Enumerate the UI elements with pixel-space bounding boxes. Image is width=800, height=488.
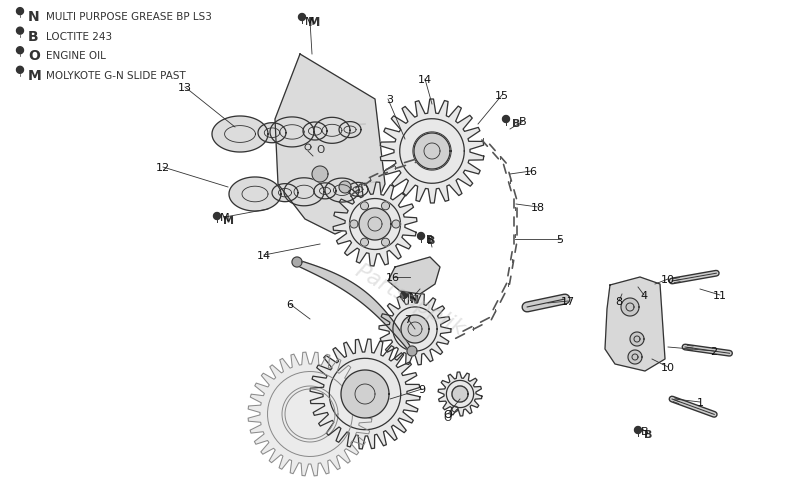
- Polygon shape: [229, 178, 281, 212]
- Text: 15: 15: [495, 91, 509, 101]
- Polygon shape: [17, 48, 23, 55]
- Polygon shape: [621, 298, 639, 316]
- Text: 5: 5: [557, 235, 563, 244]
- Text: 8: 8: [615, 296, 622, 306]
- Polygon shape: [303, 123, 327, 141]
- Text: 3: 3: [386, 95, 394, 105]
- Polygon shape: [379, 294, 451, 365]
- Text: B: B: [512, 119, 520, 129]
- Polygon shape: [407, 346, 417, 356]
- Polygon shape: [401, 315, 429, 343]
- Text: LOCTITE 243: LOCTITE 243: [46, 32, 112, 41]
- Text: 17: 17: [561, 296, 575, 306]
- Polygon shape: [382, 203, 390, 210]
- Polygon shape: [452, 386, 468, 402]
- Text: 12: 12: [156, 163, 170, 173]
- Polygon shape: [17, 67, 23, 74]
- Text: B: B: [641, 426, 649, 436]
- Text: 10: 10: [661, 274, 675, 285]
- Polygon shape: [628, 350, 642, 364]
- Polygon shape: [272, 184, 298, 202]
- Text: M: M: [223, 216, 234, 225]
- Text: Partsapplik: Partsapplik: [351, 260, 469, 339]
- Polygon shape: [310, 339, 420, 449]
- Polygon shape: [212, 117, 268, 153]
- Text: 13: 13: [178, 83, 192, 93]
- Polygon shape: [361, 239, 369, 246]
- Polygon shape: [270, 118, 314, 147]
- Text: M: M: [308, 16, 320, 28]
- Text: 1: 1: [697, 397, 703, 407]
- Polygon shape: [341, 370, 389, 418]
- Text: 6: 6: [286, 299, 294, 309]
- Polygon shape: [418, 233, 425, 240]
- Text: 2: 2: [710, 346, 718, 356]
- Text: 10: 10: [661, 362, 675, 372]
- Polygon shape: [17, 9, 23, 16]
- Polygon shape: [348, 183, 368, 197]
- Text: 4: 4: [641, 290, 647, 301]
- Text: ENGINE OIL: ENGINE OIL: [46, 51, 106, 61]
- Text: B: B: [427, 236, 435, 245]
- Text: O: O: [28, 49, 40, 63]
- Text: 9: 9: [418, 384, 426, 394]
- Polygon shape: [630, 332, 644, 346]
- Polygon shape: [312, 167, 328, 183]
- Text: N: N: [410, 294, 419, 305]
- Polygon shape: [295, 260, 415, 354]
- Polygon shape: [438, 372, 482, 416]
- Polygon shape: [284, 179, 324, 206]
- Text: B: B: [644, 429, 652, 439]
- Text: 11: 11: [713, 290, 727, 301]
- Polygon shape: [325, 179, 359, 203]
- Text: MOLYKOTE G-N SLIDE PAST: MOLYKOTE G-N SLIDE PAST: [46, 71, 186, 81]
- Polygon shape: [275, 55, 385, 235]
- Text: 14: 14: [257, 250, 271, 261]
- Polygon shape: [314, 118, 350, 144]
- Polygon shape: [382, 239, 390, 246]
- Polygon shape: [292, 258, 302, 267]
- Text: MULTI PURPOSE GREASE BP LS3: MULTI PURPOSE GREASE BP LS3: [46, 12, 212, 22]
- Text: B: B: [519, 117, 527, 127]
- Polygon shape: [380, 100, 484, 203]
- Polygon shape: [414, 134, 450, 170]
- Text: 7: 7: [405, 314, 411, 325]
- Text: M: M: [220, 213, 230, 223]
- Polygon shape: [359, 208, 391, 241]
- Polygon shape: [333, 183, 417, 266]
- Text: M: M: [305, 17, 315, 27]
- Polygon shape: [339, 182, 351, 194]
- Text: M: M: [28, 69, 42, 82]
- Text: 16: 16: [524, 167, 538, 177]
- Polygon shape: [17, 28, 23, 35]
- Text: B: B: [426, 235, 434, 244]
- Text: 16: 16: [386, 272, 400, 283]
- Polygon shape: [258, 123, 286, 143]
- Polygon shape: [388, 258, 440, 294]
- Text: B: B: [28, 30, 38, 43]
- Polygon shape: [282, 386, 338, 442]
- Polygon shape: [502, 116, 510, 123]
- Polygon shape: [634, 427, 642, 434]
- Text: O: O: [444, 412, 452, 422]
- Polygon shape: [314, 183, 336, 200]
- Polygon shape: [214, 213, 221, 220]
- Polygon shape: [298, 15, 306, 21]
- Text: O: O: [316, 145, 324, 155]
- Polygon shape: [401, 292, 407, 299]
- Text: 18: 18: [531, 203, 545, 213]
- Text: N: N: [28, 10, 40, 24]
- Text: 14: 14: [418, 75, 432, 85]
- Polygon shape: [248, 352, 372, 476]
- Polygon shape: [392, 221, 400, 228]
- Polygon shape: [350, 221, 358, 228]
- Polygon shape: [605, 278, 665, 371]
- Polygon shape: [361, 203, 369, 210]
- Text: N: N: [409, 292, 417, 303]
- Text: O: O: [444, 409, 452, 419]
- Polygon shape: [339, 122, 361, 138]
